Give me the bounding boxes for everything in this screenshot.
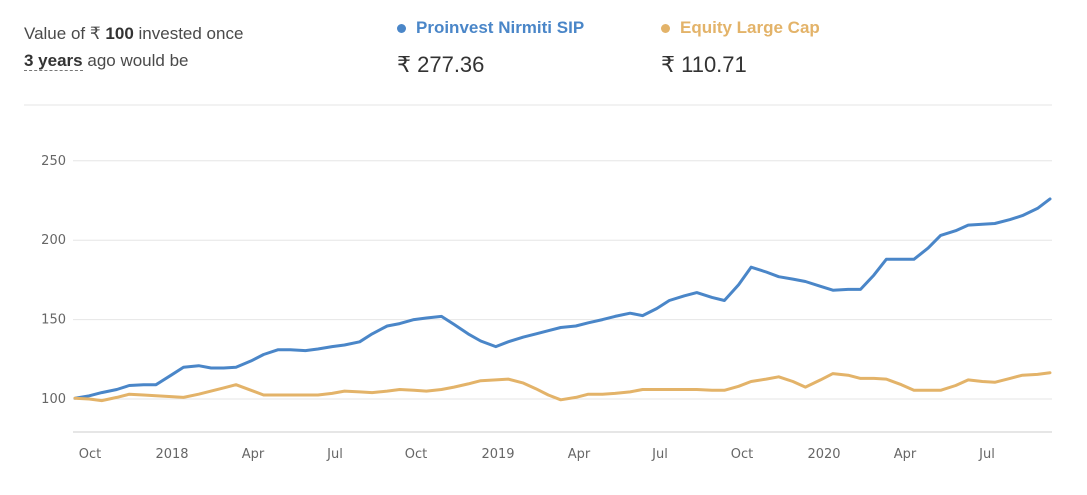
y-tick-label: 200	[41, 233, 66, 248]
x-tick-label: Jul	[651, 447, 668, 462]
summary-suffix: invested once	[138, 24, 244, 43]
period-selector[interactable]: 3 years	[24, 51, 83, 71]
legend-name: Proinvest Nirmiti SIP	[416, 18, 585, 37]
x-tick-label: Apr	[242, 447, 265, 462]
x-tick-label: 2018	[155, 447, 188, 462]
legend-item-benchmark: Equity Large Cap ₹ 110.71	[661, 18, 820, 78]
summary-tail: ago would be	[87, 51, 189, 70]
legend-value: ₹ 110.71	[661, 52, 747, 77]
legend-dot-icon	[661, 23, 670, 33]
y-tick-label: 150	[41, 313, 66, 328]
summary-line-1: Value of ₹ 100 invested once	[24, 20, 243, 47]
x-tick-label: Jul	[326, 447, 343, 462]
legend-value: ₹ 277.36	[397, 52, 485, 77]
x-tick-label: 2020	[807, 447, 840, 462]
series-line-benchmark	[73, 371, 1052, 403]
legend-label-fund: Proinvest Nirmiti SIP	[397, 18, 584, 38]
legend-name: Equity Large Cap	[680, 18, 820, 37]
series-line-fund	[73, 197, 1052, 400]
legend-item-fund: Proinvest Nirmiti SIP ₹ 277.36	[397, 18, 584, 78]
x-tick-label: Jul	[978, 447, 995, 462]
x-tick-label: 2019	[481, 447, 514, 462]
y-tick-label: 100	[41, 392, 66, 407]
summary-line-2: 3 years ago would be	[24, 47, 243, 74]
x-tick-label: Oct	[405, 447, 427, 462]
x-tick-label: Oct	[79, 447, 101, 462]
x-tick-label: Oct	[731, 447, 753, 462]
y-tick-label: 250	[41, 154, 66, 169]
legend-label-benchmark: Equity Large Cap	[661, 18, 820, 38]
x-tick-label: Apr	[568, 447, 591, 462]
summary-prefix: Value of ₹	[24, 24, 101, 43]
x-tick-label: Apr	[894, 447, 917, 462]
legend-dot-icon	[397, 23, 406, 33]
investment-summary: Value of ₹ 100 invested once 3 years ago…	[24, 20, 243, 74]
summary-amount: 100	[105, 24, 134, 43]
